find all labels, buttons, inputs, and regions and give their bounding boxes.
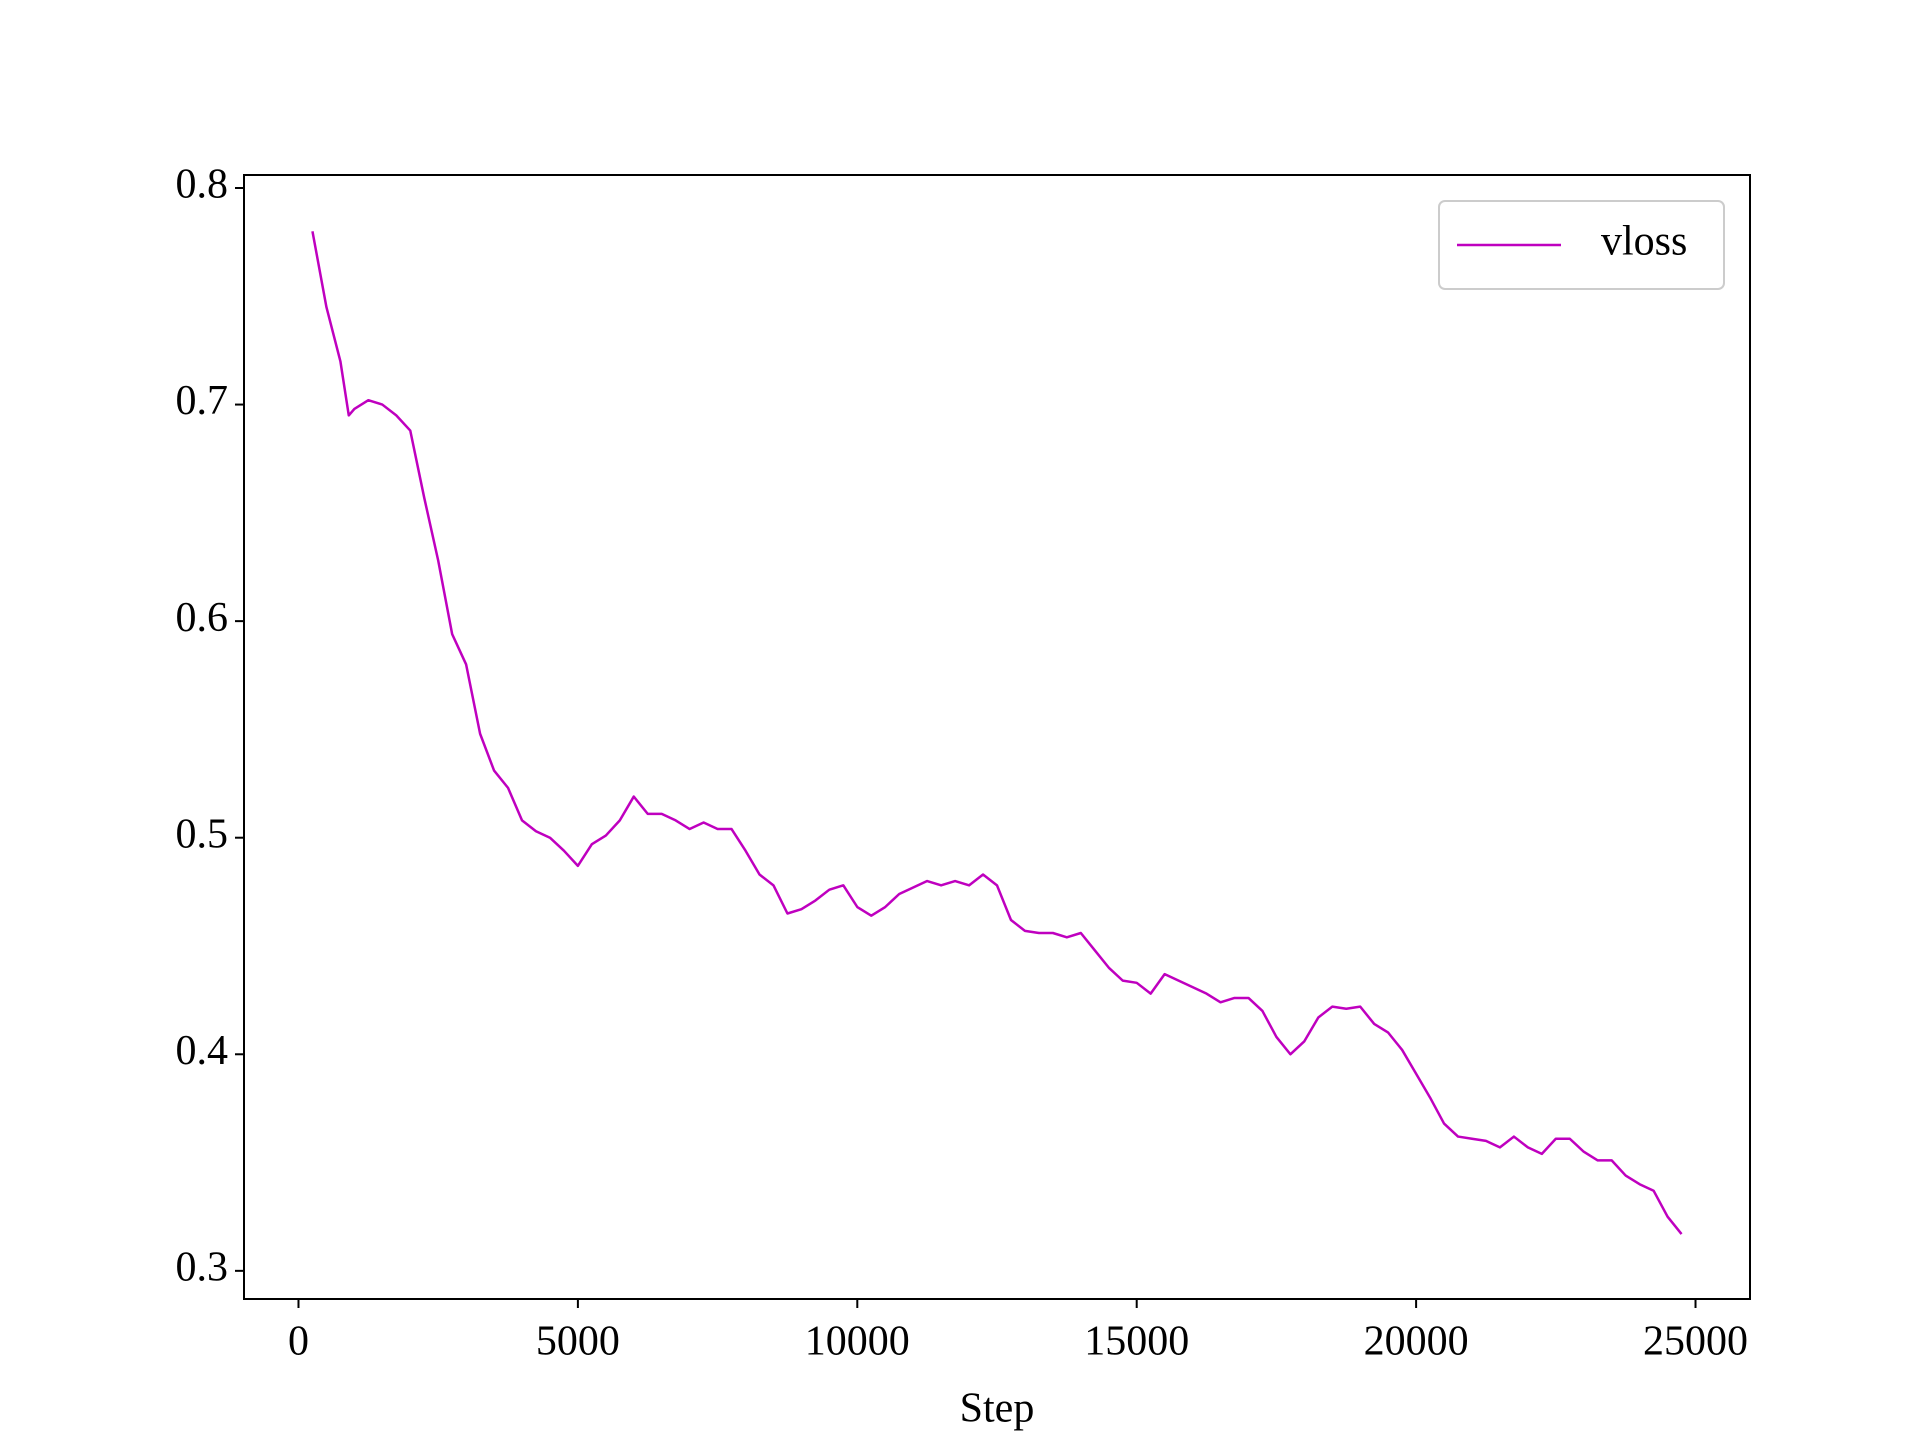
y-tick-label: 0.3 [176,1244,229,1290]
y-tick-label: 0.5 [176,811,229,857]
x-tick-label: 25000 [1643,1319,1748,1365]
y-tick-label: 0.7 [176,378,229,424]
x-tick-label: 20000 [1364,1319,1469,1365]
legend-label: vloss [1601,219,1687,265]
y-tick-label: 0.8 [176,162,229,208]
x-tick-label: 15000 [1084,1319,1189,1365]
y-tick-label: 0.6 [176,595,229,641]
x-axis-label: Step [960,1386,1035,1432]
y-tick-label: 0.4 [176,1028,229,1074]
x-tick-label: 10000 [805,1319,910,1365]
plot-frame [243,174,1751,1300]
x-tick-label: 0 [288,1319,309,1365]
x-tick-label: 5000 [536,1319,620,1365]
data-line [311,231,1683,1235]
legend-box [1438,200,1725,290]
